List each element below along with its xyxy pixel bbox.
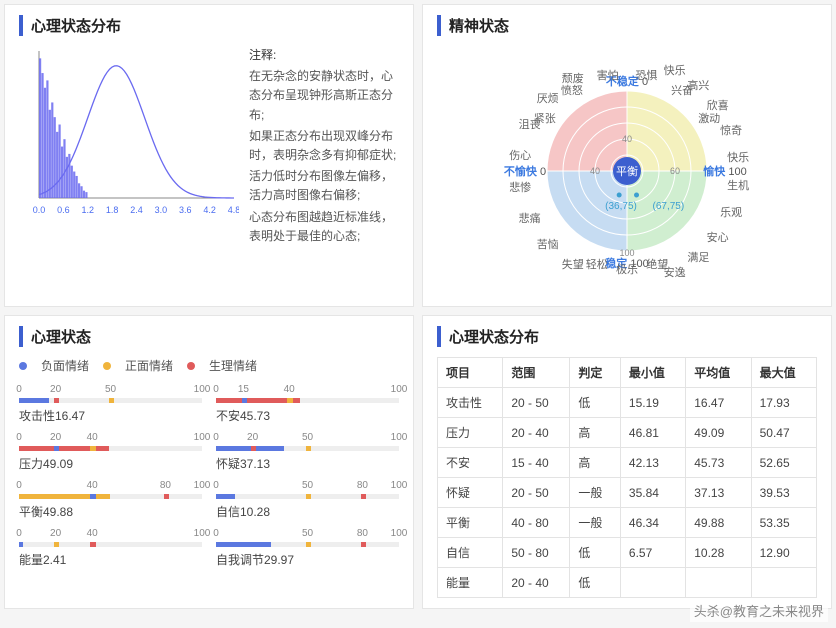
table-row: 自信50 - 80低6.5710.2812.90	[438, 538, 817, 568]
panel-title: 心理状态分布	[437, 326, 817, 347]
table-header: 最大值	[751, 358, 816, 388]
table-header: 最小值	[620, 358, 685, 388]
legend-item: 生理情绪	[187, 357, 257, 374]
panel-title: 心理状态	[19, 326, 399, 347]
table-row: 能量20 - 40低	[438, 568, 817, 598]
table-header: 范围	[503, 358, 570, 388]
table-row: 攻击性20 - 50低15.1916.4717.93	[438, 388, 817, 418]
legend-item: 负面情绪	[19, 357, 89, 374]
table-row: 平衡40 - 80一般46.3449.8853.35	[438, 508, 817, 538]
table-row: 怀疑20 - 50一般35.8437.1339.53	[438, 478, 817, 508]
radar-chart: 平衡不稳定 0愉快 100稳定 100不愉快 0紧张愤怒害怕恐惧兴奋激动快乐高兴…	[447, 46, 807, 296]
svg-text:1.8: 1.8	[106, 205, 119, 215]
svg-text:0.0: 0.0	[33, 205, 46, 215]
panel-mental-state: 精神状态 平衡不稳定 0愉快 100稳定 100不愉快 0紧张愤怒害怕恐惧兴奋激…	[422, 4, 832, 307]
legend-item: 正面情绪	[103, 357, 173, 374]
svg-text:4.8: 4.8	[228, 205, 239, 215]
panel-distribution: 心理状态分布 0.0 0.6 1.2 1.8 2.4 3.0 3.6 4.2 4.8 注释: 在…	[4, 4, 414, 307]
table-row: 不安15 - 40高42.1345.7352.65	[438, 448, 817, 478]
svg-text:4.2: 4.2	[203, 205, 216, 215]
legend: 负面情绪正面情绪生理情绪	[19, 357, 399, 374]
svg-text:2.4: 2.4	[130, 205, 143, 215]
svg-text:0.6: 0.6	[57, 205, 70, 215]
distribution-table: 项目范围判定最小值平均值最大值攻击性20 - 50低15.1916.4717.9…	[437, 357, 817, 598]
svg-text:3.6: 3.6	[179, 205, 192, 215]
bar-item: 01540100不安45.73	[216, 384, 399, 424]
bar-item: 04080100平衡49.88	[19, 480, 202, 520]
watermark: 头杀@教育之未来视界	[690, 599, 828, 622]
distribution-chart: 0.0 0.6 1.2 1.8 2.4 3.0 3.6 4.2 4.8	[19, 46, 239, 216]
bar-item: 02050100攻击性16.47	[19, 384, 202, 424]
table-row: 压力20 - 40高46.8149.0950.47	[438, 418, 817, 448]
bar-item: 05080100自信10.28	[216, 480, 399, 520]
radar-center: 平衡	[613, 157, 641, 185]
bar-item: 02050100怀疑37.13	[216, 432, 399, 472]
bar-item: 02040100压力49.09	[19, 432, 202, 472]
table-header: 项目	[438, 358, 503, 388]
bar-item: 05080100自我调节29.97	[216, 528, 399, 568]
panel-title: 心理状态分布	[19, 15, 399, 36]
distribution-notes: 注释: 在无杂念的安静状态时，心态分布呈现钟形高斯正态分布;如果正态分布出现双峰…	[249, 46, 399, 248]
table-header: 平均值	[686, 358, 751, 388]
bar-item: 02040100能量2.41	[19, 528, 202, 568]
svg-text:1.2: 1.2	[81, 205, 94, 215]
panel-title: 精神状态	[437, 15, 817, 36]
bars-grid: 02050100攻击性16.47 01540100不安45.73 02040100压…	[19, 384, 399, 568]
panel-psych-state: 心理状态 负面情绪正面情绪生理情绪 02050100攻击性16.47 015401…	[4, 315, 414, 609]
svg-text:3.0: 3.0	[155, 205, 168, 215]
table-header: 判定	[570, 358, 621, 388]
panel-table: 心理状态分布 项目范围判定最小值平均值最大值攻击性20 - 50低15.1916…	[422, 315, 832, 609]
